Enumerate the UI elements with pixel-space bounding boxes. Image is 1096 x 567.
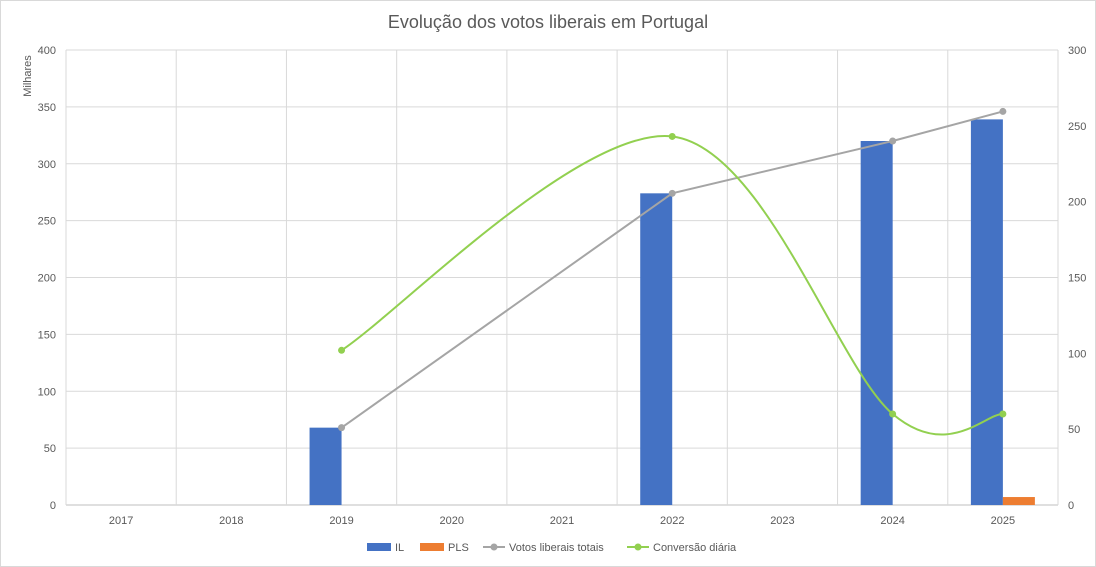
lines	[338, 107, 1007, 436]
bar-pls	[1002, 497, 1035, 505]
point-conversao-diaria	[338, 346, 346, 354]
x-axis-tick-label: 2017	[109, 515, 133, 527]
line-votos-liberais-totais	[340, 110, 1004, 429]
y2-axis-tick-label: 0	[1068, 500, 1074, 512]
point-votos-liberais-totais	[889, 137, 897, 145]
y2-axis-tick-label: 150	[1068, 273, 1086, 285]
point-conversao-diaria	[999, 410, 1007, 418]
x-axis-tick-label: 2023	[770, 515, 794, 527]
bar-il	[640, 193, 673, 505]
legend-label-pls: PLS	[448, 542, 469, 554]
x-axis-tick-label: 2019	[329, 515, 353, 527]
y2-axis-tick-label: 100	[1068, 348, 1086, 360]
y-axis-tick-label: 300	[38, 159, 56, 171]
point-conversao-diaria	[889, 410, 897, 418]
y-axis-tick-label: 100	[38, 386, 56, 398]
line-conversao-diaria	[341, 135, 1004, 436]
y-axis-tick-label: 250	[38, 216, 56, 228]
legend-label-conversao-diaria: Conversão diária	[653, 542, 737, 554]
legend-marker-conversao-diaria	[634, 543, 642, 551]
y-axis-tick-label: 0	[50, 500, 56, 512]
y-axis-tick-label: 200	[38, 273, 56, 285]
x-axis-tick-label: 2025	[991, 515, 1015, 527]
y-axis-tick-label: 400	[38, 45, 56, 57]
point-conversao-diaria	[668, 132, 676, 140]
y2-axis-tick-label: 250	[1068, 121, 1086, 133]
y2-axis-tick-label: 50	[1068, 424, 1080, 436]
bars	[309, 119, 1035, 505]
legend-swatch-il	[367, 543, 391, 551]
x-axis-tick-label: 2018	[219, 515, 243, 527]
x-axis-tick-label: 2020	[440, 515, 464, 527]
y2-axis-tick-label: 200	[1068, 197, 1086, 209]
point-votos-liberais-totais	[668, 189, 676, 197]
legend-marker-votos-liberais-totais	[490, 543, 498, 551]
chart-title: Evolução dos votos liberais em Portugal	[388, 12, 708, 32]
x-axis-tick-label: 2022	[660, 515, 684, 527]
gridlines	[65, 49, 1059, 506]
legend-label-il: IL	[395, 542, 404, 554]
legend: IL PLS Votos liberais totais Conversão diár…	[367, 542, 737, 554]
bar-il	[970, 119, 1003, 505]
point-votos-liberais-totais	[338, 424, 346, 432]
point-votos-liberais-totais	[999, 107, 1007, 115]
bar-il	[309, 427, 342, 505]
tick-labels: 0 50 100 150 200 250 300 350 400 0 50 100 150 200 250 3…	[38, 45, 1087, 527]
legend-swatch-pls	[420, 543, 444, 551]
x-axis-tick-label: 2021	[550, 515, 574, 527]
y-axis-tick-label: 350	[38, 102, 56, 114]
y-axis-tick-label: 50	[44, 443, 56, 455]
y-axis-tick-label: 150	[38, 329, 56, 341]
bar-il	[860, 141, 893, 505]
y2-axis-tick-label: 300	[1068, 45, 1086, 57]
legend-label-votos-liberais-totais: Votos liberais totais	[509, 542, 604, 554]
x-axis-tick-label: 2024	[880, 515, 904, 527]
y-axis-label: Milhares	[22, 55, 34, 97]
